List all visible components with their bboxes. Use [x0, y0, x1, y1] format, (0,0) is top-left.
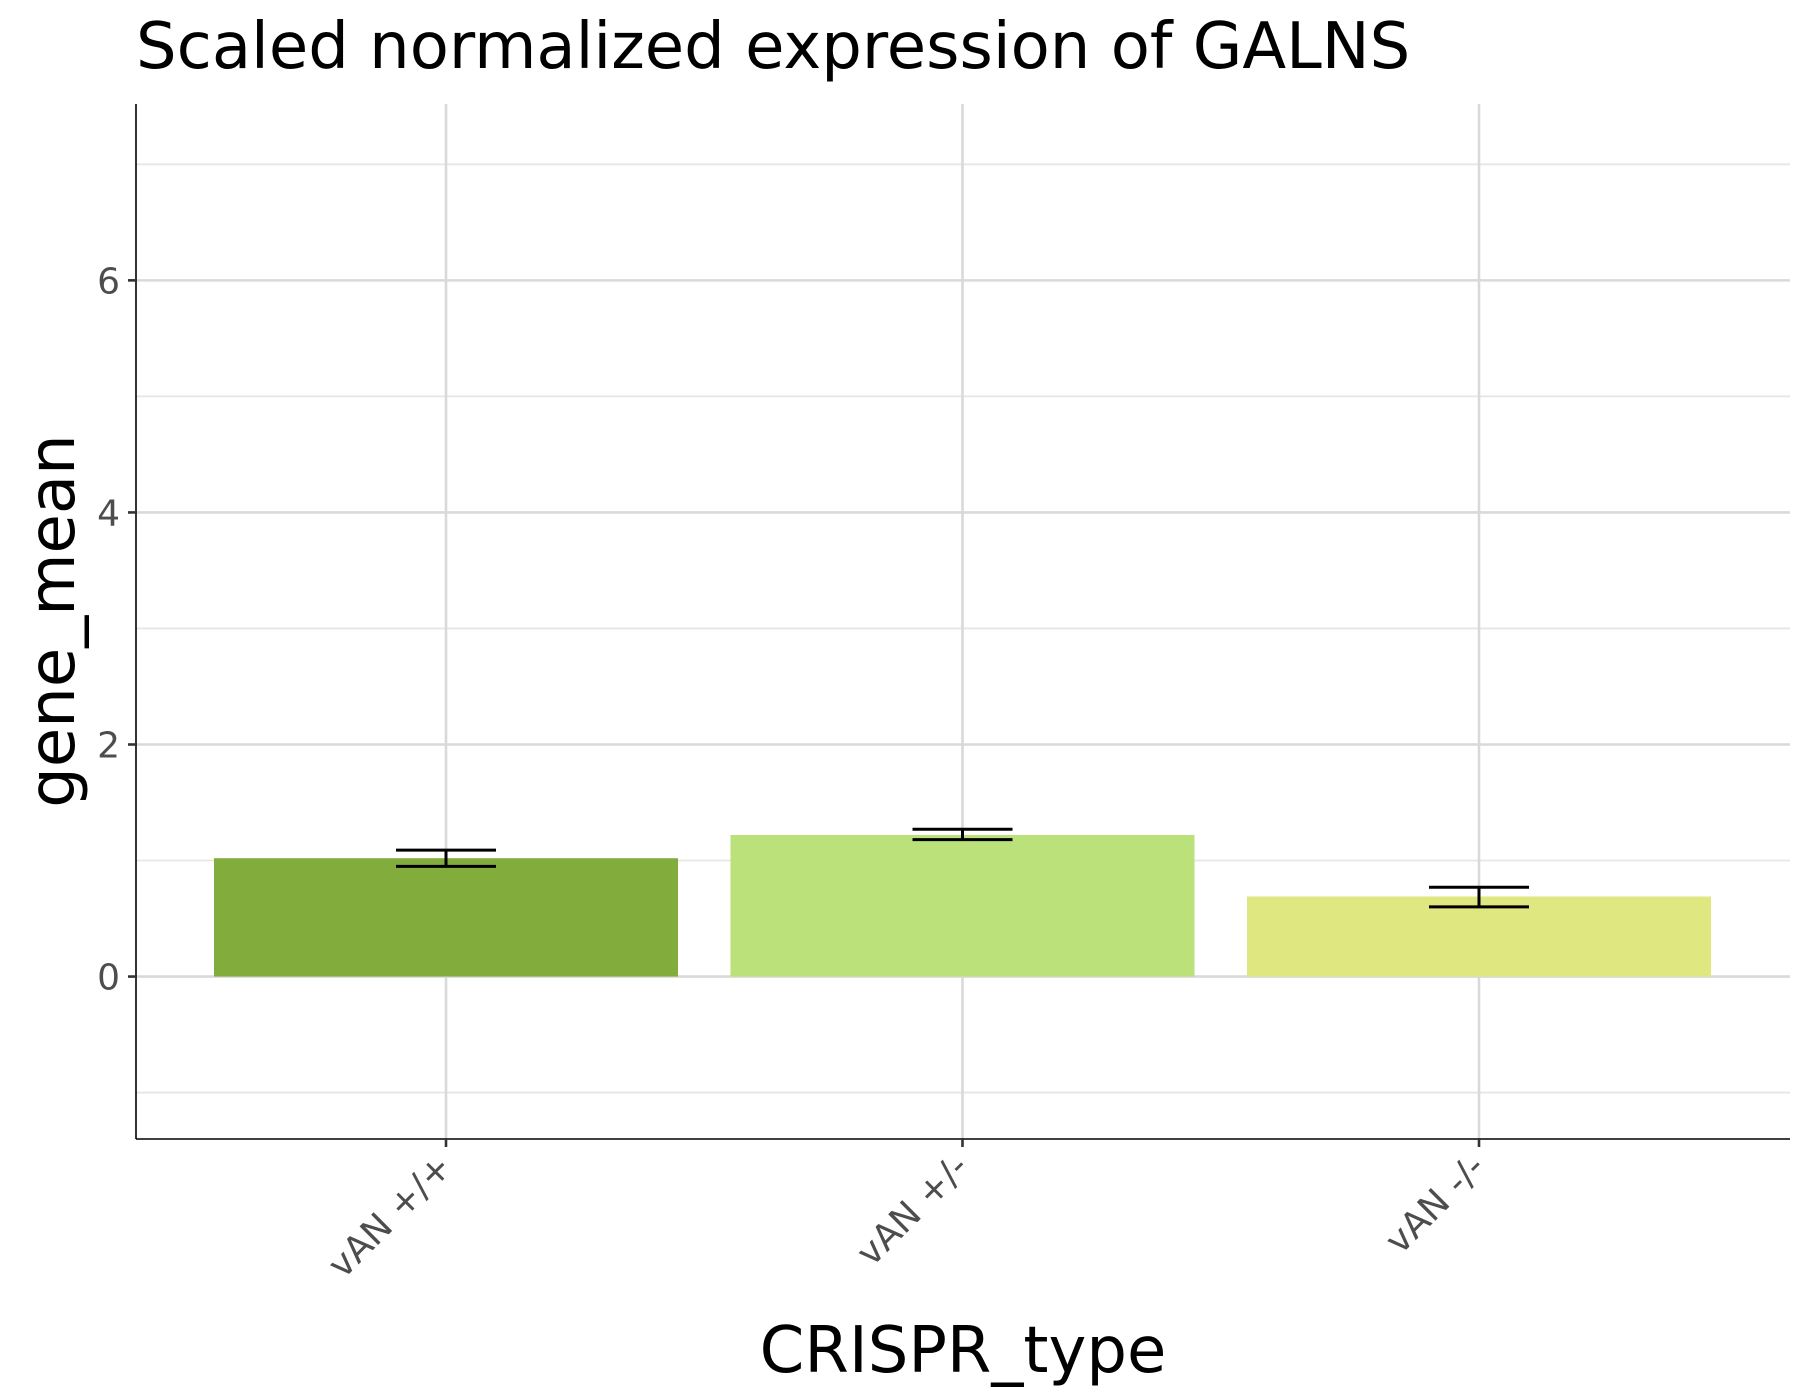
x-tick-label: vAN +/+	[321, 1146, 461, 1286]
x-axis-ticks: vAN +/+ vAN +/- vAN -/-	[321, 1139, 1494, 1286]
bar	[214, 858, 678, 977]
y-tick-label: 6	[97, 261, 120, 302]
y-axis-title: gene_mean	[16, 434, 90, 807]
bar	[730, 834, 1195, 977]
x-axis-title: CRISPR_type	[760, 1314, 1167, 1388]
y-tick-label: 0	[97, 958, 120, 999]
error-bars	[396, 827, 1529, 909]
y-tick-label: 2	[97, 725, 120, 766]
x-tick-label: vAN +/-	[849, 1146, 977, 1274]
y-tick-label: 4	[97, 493, 120, 534]
chart-title: Scaled normalized expression of GALNS	[136, 10, 1410, 84]
y-axis-ticks: 0 2 4 6	[97, 261, 136, 999]
bars	[214, 834, 1711, 977]
bar	[1247, 896, 1711, 977]
x-tick-label: vAN -/-	[1378, 1146, 1494, 1262]
grid	[136, 104, 1790, 1139]
